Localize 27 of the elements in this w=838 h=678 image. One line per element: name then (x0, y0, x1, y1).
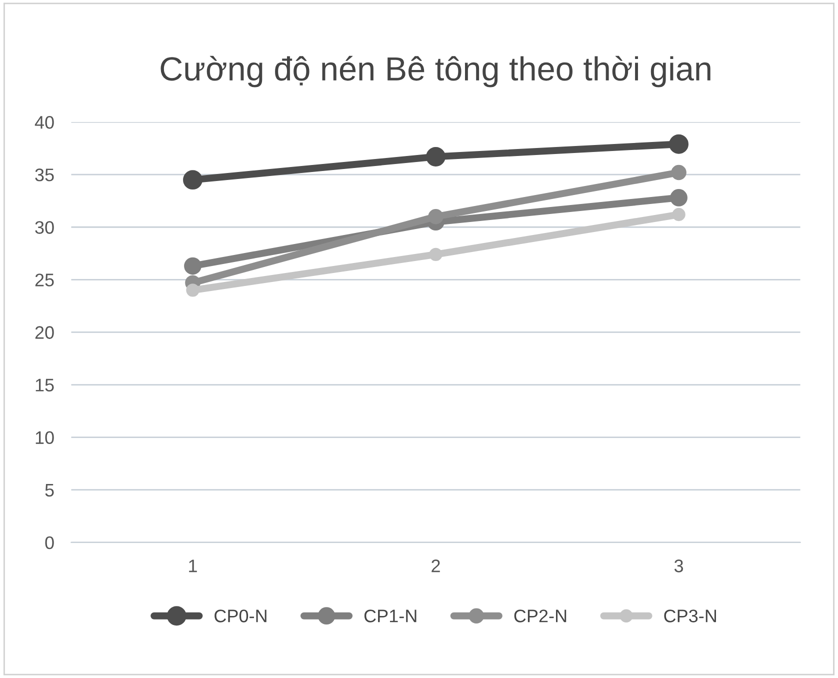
x-tick-label: 2 (432, 560, 440, 572)
point (669, 134, 689, 154)
y-tick-label: 30 (35, 221, 54, 234)
point (183, 170, 202, 190)
x-tick-label: 3 (674, 560, 684, 572)
chart-title: Cường độ nén Bê tông theo thời gian (160, 56, 710, 88)
x-tick-label: 1 (189, 560, 197, 572)
y-tick-label: 25 (35, 274, 54, 286)
point (428, 208, 444, 224)
point (671, 164, 686, 180)
point (672, 208, 686, 222)
y-tick-label: 5 (45, 484, 54, 497)
point (184, 257, 202, 275)
point (186, 284, 200, 297)
point (670, 189, 688, 206)
legend-label: CP2-N (514, 610, 566, 622)
point (429, 248, 442, 262)
y-tick-label: 0 (45, 536, 54, 550)
y-tick-label: 10 (36, 431, 54, 444)
y-tick-label: 40 (34, 116, 54, 129)
legend-label: CP0-N (214, 610, 266, 622)
legend-label: CP3-N (664, 610, 716, 622)
y-tick-label: 35 (35, 168, 54, 182)
point (426, 146, 446, 166)
legend-label: CP1-N (364, 610, 416, 622)
y-tick-label: 15 (36, 378, 54, 392)
y-tick-label: 20 (35, 326, 54, 339)
